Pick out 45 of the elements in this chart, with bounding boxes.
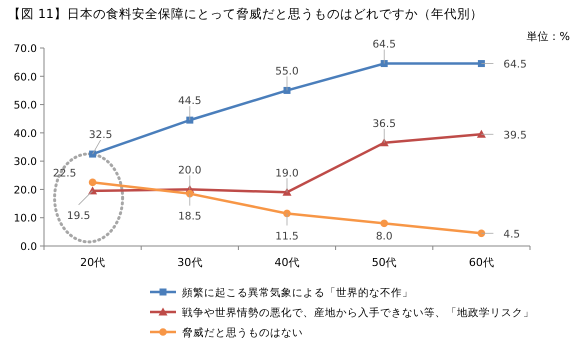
data-label: 44.5 [178, 95, 202, 108]
y-tick-label: 20.0 [14, 184, 37, 196]
point [89, 150, 96, 158]
x-tick-label: 60代 [468, 256, 494, 269]
data-label: 36.5 [372, 118, 396, 130]
point [186, 190, 194, 198]
chart-title: 【図 11】日本の食料安全保障にとって脅威だと思うものはどれですか（年代別） [8, 6, 483, 21]
data-label: 19.0 [275, 167, 299, 180]
point [380, 138, 389, 146]
data-label: 22.5 [52, 167, 76, 180]
data-label: 39.5 [503, 129, 527, 142]
legend-label: 脅威だと思うものはない [182, 326, 303, 339]
x-tick-label: 50代 [372, 256, 397, 269]
point [478, 60, 485, 68]
data-label: 20.0 [178, 164, 202, 176]
data-label: 19.5 [66, 210, 90, 222]
y-tick-label: 50.0 [14, 100, 37, 112]
point [88, 178, 96, 186]
data-label: 55.0 [275, 65, 299, 78]
data-label: 11.5 [275, 230, 299, 242]
point [476, 130, 486, 138]
y-tick-label: 60.0 [14, 71, 37, 84]
data-label: 64.5 [503, 58, 527, 71]
y-tick-label: 40.0 [14, 128, 37, 140]
point [186, 116, 194, 124]
legend-label: 戦争や世界情勢の悪化で、産地から入手できない等、「地政学リスク」 [182, 306, 534, 319]
y-tick-label: 30.0 [14, 156, 37, 168]
x-tick-label: 40代 [274, 256, 300, 269]
y-tick-label: 70.0 [14, 43, 37, 55]
point [283, 210, 291, 218]
data-label: 64.5 [372, 38, 396, 51]
y-tick-label: 10.0 [14, 212, 37, 225]
point [478, 229, 486, 238]
y-tick-label: 0.0 [20, 241, 37, 253]
x-tick-label: 30代 [177, 256, 202, 269]
data-label: 32.5 [88, 129, 112, 142]
legend-label: 頻繁に起こる異常気象による「世界的な不作」 [182, 286, 413, 299]
point [284, 86, 290, 94]
data-label: 4.5 [503, 228, 520, 240]
data-label: 18.5 [178, 210, 202, 223]
point [380, 220, 388, 228]
point [380, 60, 388, 68]
data-label: 8.0 [376, 230, 393, 242]
x-tick-label: 20代 [80, 256, 106, 269]
text: 単位：% [526, 30, 570, 43]
